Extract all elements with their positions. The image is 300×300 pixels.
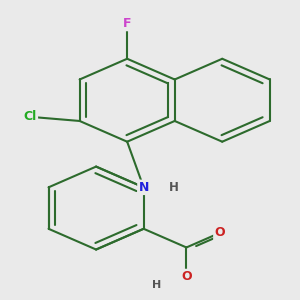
Text: O: O	[214, 226, 225, 239]
Text: H: H	[169, 181, 179, 194]
Text: N: N	[138, 181, 149, 194]
Text: F: F	[123, 17, 131, 30]
Text: O: O	[181, 270, 192, 283]
Text: H: H	[152, 280, 161, 290]
Text: Cl: Cl	[24, 110, 37, 123]
